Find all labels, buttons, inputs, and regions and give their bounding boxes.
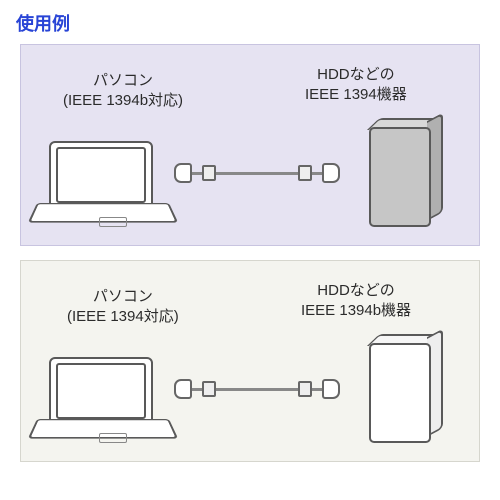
laptop-label: パソコン(IEEE 1394対応) bbox=[67, 287, 179, 326]
usage-example-figure: 使用例 パソコン(IEEE 1394b対応) HDDなどのIEEE 1394機器… bbox=[0, 0, 500, 500]
cable-icon bbox=[174, 163, 340, 183]
laptop-icon bbox=[49, 357, 153, 427]
example-panel-2: パソコン(IEEE 1394対応) HDDなどのIEEE 1394b機器 bbox=[20, 260, 480, 462]
hdd-icon bbox=[369, 119, 441, 225]
hdd-label: HDDなどのIEEE 1394b機器 bbox=[301, 281, 411, 320]
hdd-icon bbox=[369, 335, 441, 441]
cable-icon bbox=[174, 379, 340, 399]
laptop-icon bbox=[49, 141, 153, 211]
laptop-label: パソコン(IEEE 1394b対応) bbox=[63, 71, 183, 110]
figure-title: 使用例 bbox=[0, 0, 500, 44]
example-panel-1: パソコン(IEEE 1394b対応) HDDなどのIEEE 1394機器 bbox=[20, 44, 480, 246]
hdd-label: HDDなどのIEEE 1394機器 bbox=[305, 65, 407, 104]
